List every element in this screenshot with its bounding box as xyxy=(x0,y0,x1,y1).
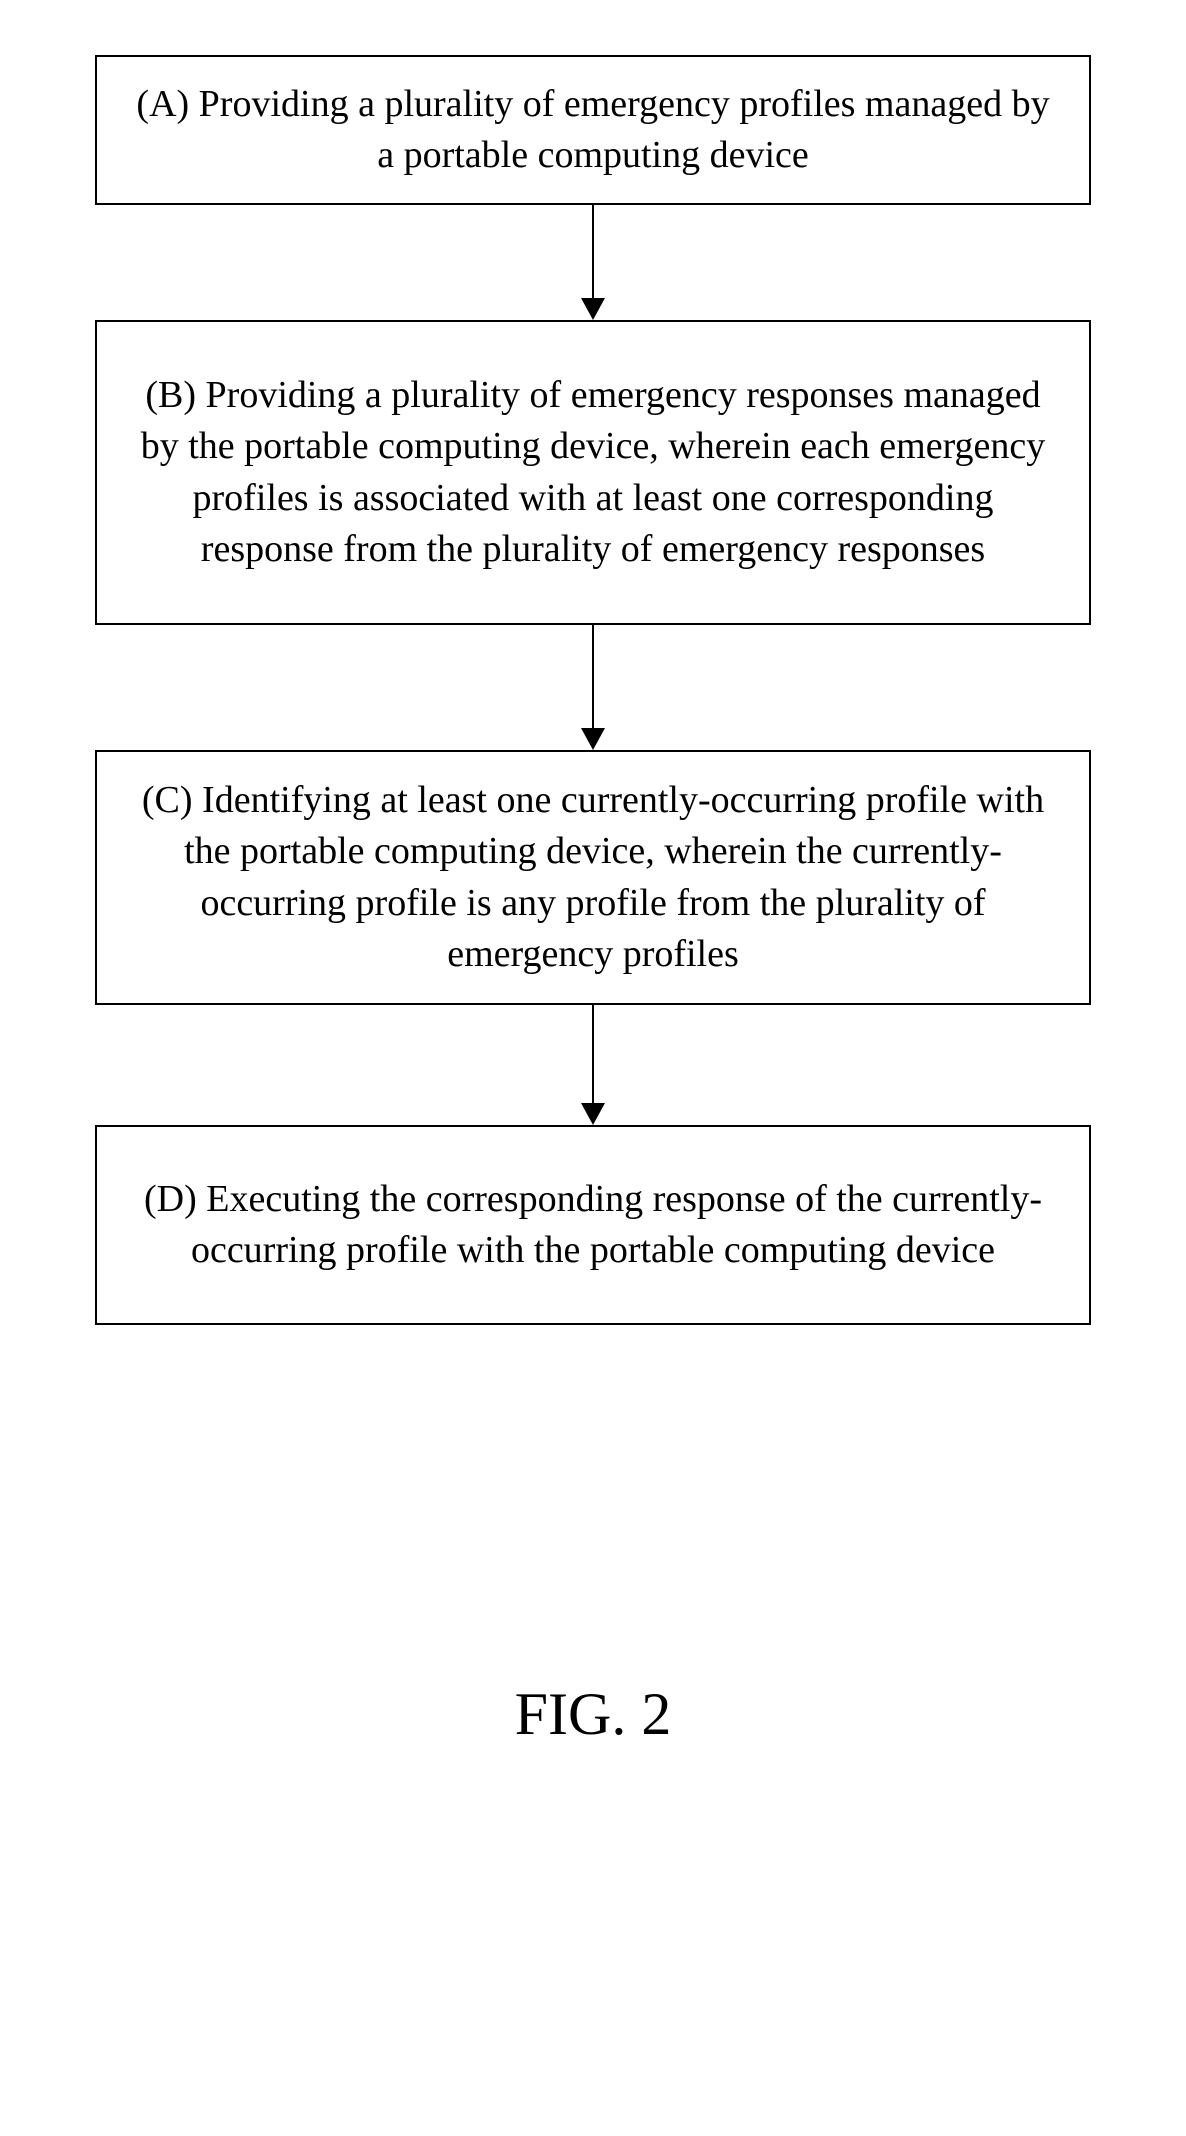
flowchart-canvas: (A) Providing a plurality of emergency p… xyxy=(0,0,1186,2136)
step-text-d: (D) Executing the corresponding response… xyxy=(125,1174,1061,1277)
step-text-c: (C) Identifying at least one currently-o… xyxy=(125,775,1061,980)
step-text-a: (A) Providing a plurality of emergency p… xyxy=(125,79,1061,182)
arrow-a-b-line xyxy=(592,205,594,298)
step-box-c: (C) Identifying at least one currently-o… xyxy=(95,750,1091,1005)
arrow-b-c-line xyxy=(592,625,594,728)
arrow-b-c-head xyxy=(581,728,605,750)
arrow-c-d-head xyxy=(581,1103,605,1125)
step-box-d: (D) Executing the corresponding response… xyxy=(95,1125,1091,1325)
step-box-b: (B) Providing a plurality of emergency r… xyxy=(95,320,1091,625)
arrow-c-d-line xyxy=(592,1005,594,1103)
figure-label: FIG. 2 xyxy=(0,1680,1186,1749)
step-text-b: (B) Providing a plurality of emergency r… xyxy=(125,370,1061,575)
step-box-a: (A) Providing a plurality of emergency p… xyxy=(95,55,1091,205)
figure-label-text: FIG. 2 xyxy=(515,1681,672,1747)
arrow-a-b-head xyxy=(581,298,605,320)
